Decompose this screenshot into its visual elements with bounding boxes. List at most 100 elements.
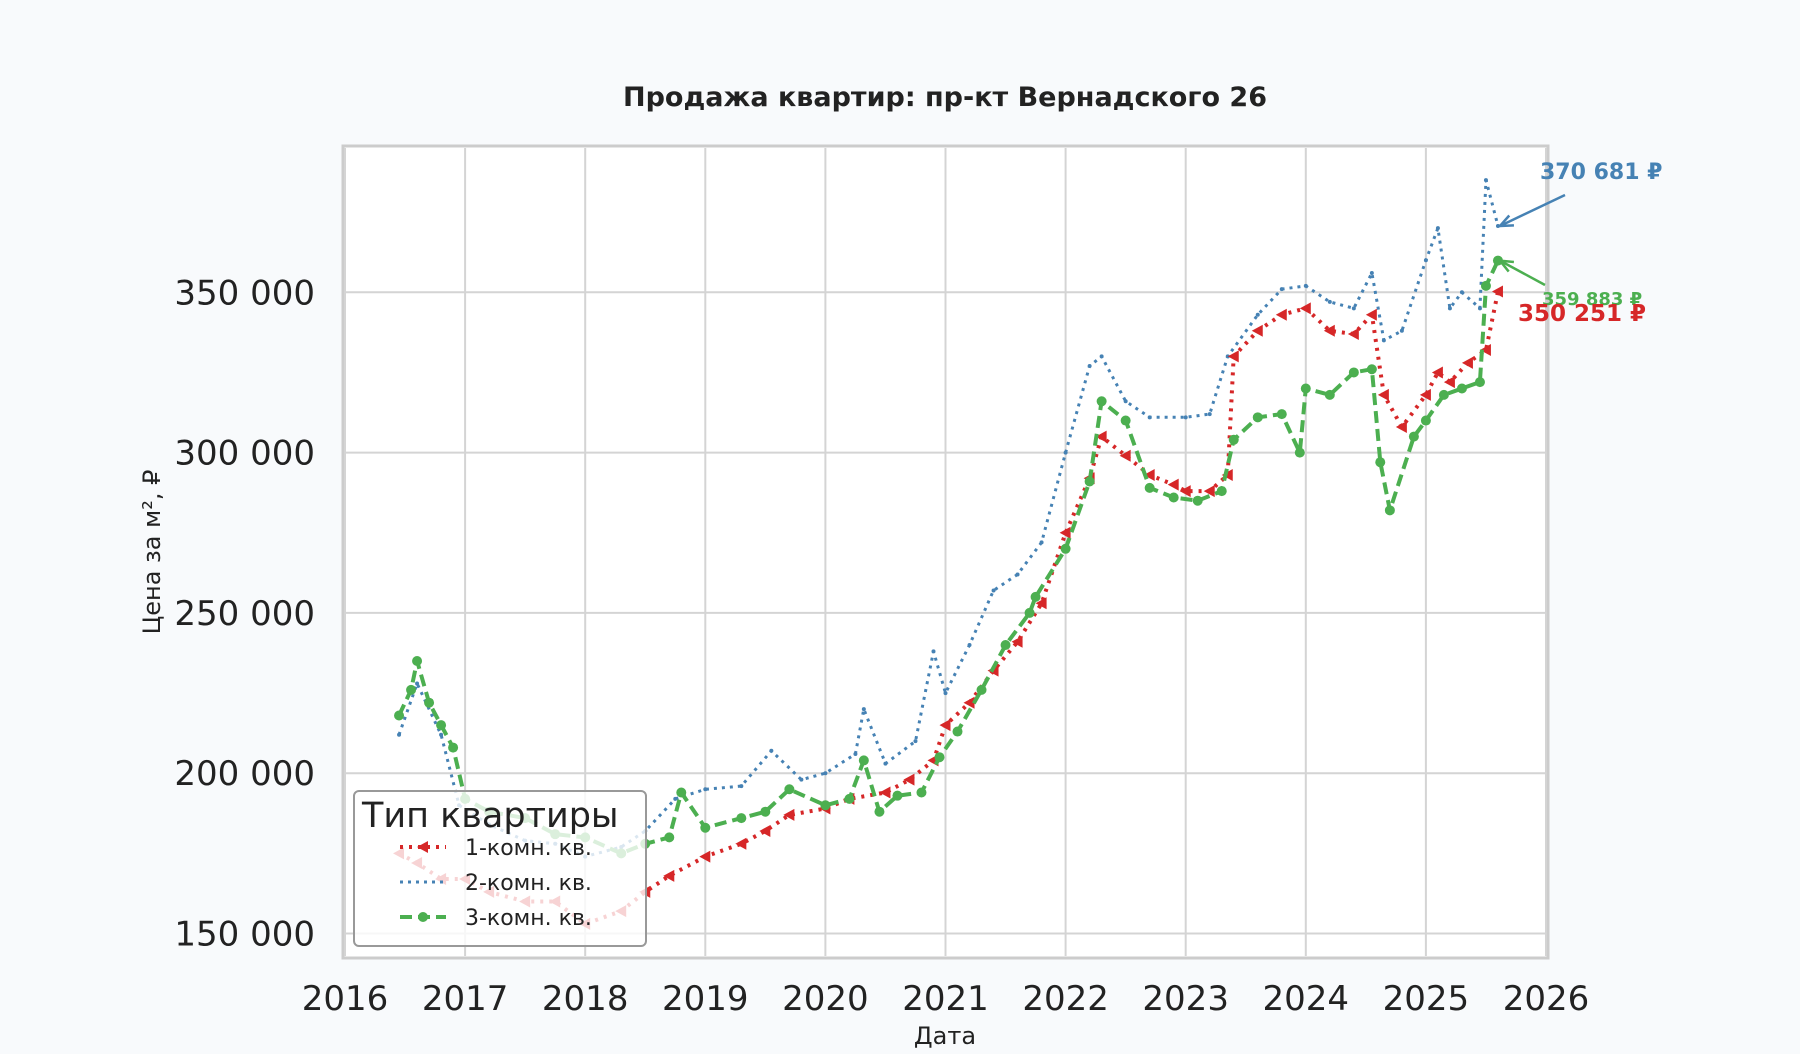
data-point: [1303, 283, 1308, 288]
x-axis: 2016 2017 2018 2019 2020 2021 2022 2023 2024 2025…: [302, 979, 1590, 1019]
data-point: [903, 773, 915, 786]
data-point: [1192, 495, 1203, 506]
y-tick-label: 200 000: [174, 754, 315, 794]
data-point: [1323, 324, 1335, 337]
data-point: [1167, 478, 1179, 491]
data-point: [1381, 338, 1386, 343]
data-point: [1039, 540, 1044, 545]
data-point: [1423, 258, 1428, 263]
x-tick-label: 2026: [1503, 979, 1590, 1019]
data-point: [952, 726, 963, 737]
data-point: [1252, 412, 1263, 423]
y-tick-label: 150 000: [174, 915, 315, 955]
x-axis-label: Дата: [914, 1022, 976, 1050]
data-point: [967, 642, 972, 647]
data-point: [1225, 354, 1230, 359]
data-point: [1327, 299, 1332, 304]
x-tick-label: 2016: [302, 979, 389, 1019]
data-point: [858, 755, 869, 766]
data-point: [1324, 389, 1335, 400]
data-point: [799, 777, 804, 782]
data-point: [853, 752, 858, 756]
data-point: [1491, 285, 1503, 298]
data-point: [1030, 591, 1041, 602]
data-point: [1168, 492, 1179, 503]
data-point: [991, 588, 996, 593]
y-axis-label: Цена за м², ₽: [138, 470, 166, 635]
data-point: [939, 719, 951, 732]
data-point: [736, 813, 747, 824]
data-point: [769, 748, 774, 753]
data-point: [673, 796, 678, 801]
data-point: [1375, 457, 1386, 468]
legend-item: 3-комн. кв.: [400, 906, 592, 931]
data-point: [394, 710, 405, 721]
data-point: [1299, 302, 1311, 315]
data-point: [1419, 388, 1431, 401]
data-point: [1095, 430, 1107, 443]
data-point: [1183, 415, 1188, 420]
data-point: [415, 681, 420, 686]
data-point: [663, 869, 675, 882]
data-point: [883, 761, 888, 766]
data-point: [1443, 376, 1455, 389]
data-point: [1060, 543, 1071, 554]
data-point: [892, 790, 903, 801]
data-point: [943, 691, 948, 696]
legend-item: 2-комн. кв.: [400, 871, 592, 896]
data-point: [664, 832, 675, 843]
data-point: [783, 808, 795, 821]
data-point: [448, 742, 459, 753]
data-point: [931, 649, 936, 654]
data-point: [916, 787, 927, 798]
legend-item: 1-комн. кв.: [400, 836, 592, 861]
legend-box: [353, 790, 647, 947]
data-point: [1279, 287, 1284, 292]
data-point: [1120, 415, 1131, 426]
data-point: [406, 684, 417, 695]
data-point: [735, 837, 747, 850]
x-tick-label: 2025: [1383, 979, 1470, 1019]
data-point: [1063, 450, 1068, 455]
data-point: [1477, 306, 1482, 311]
chart-title: Продажа квартир: пр-кт Вернадского 26: [623, 82, 1267, 113]
data-point: [1275, 308, 1287, 321]
data-point: [1059, 526, 1071, 539]
data-point: [1216, 486, 1227, 497]
x-tick-label: 2023: [1142, 979, 1229, 1019]
data-point: [1456, 383, 1467, 394]
data-point: [1119, 449, 1131, 462]
data-point: [1087, 364, 1092, 369]
annotation-arrow: [1499, 193, 1566, 228]
legend-label: 1-комн. кв.: [465, 836, 592, 861]
data-point: [1366, 364, 1377, 375]
annotation-arrow: [1499, 259, 1546, 287]
data-point: [874, 806, 885, 817]
x-tick-label: 2022: [1022, 979, 1109, 1019]
data-point: [1435, 226, 1440, 231]
annotation-label: 350 251 ₽: [1518, 301, 1646, 327]
data-point: [1447, 306, 1452, 311]
series-layer: [393, 178, 1503, 930]
data-point: [1096, 396, 1107, 407]
data-point: [1459, 290, 1464, 295]
legend-label: 2-комн. кв.: [465, 871, 592, 896]
data-point: [1228, 434, 1239, 445]
legend-title: Тип квартиры: [361, 796, 619, 836]
data-point: [703, 787, 708, 792]
y-axis: 150 000 200 000 250 000 300 000 350 000: [174, 273, 315, 954]
data-point: [844, 793, 855, 804]
data-point: [760, 806, 771, 817]
x-tick-label: 2017: [422, 979, 509, 1019]
data-point: [823, 771, 828, 776]
legend-entries: 1-комн. кв. 2-комн. кв. 3-комн. кв.: [400, 836, 592, 931]
x-tick-label: 2018: [542, 979, 629, 1019]
data-point: [1408, 431, 1419, 442]
x-tick-label: 2020: [782, 979, 869, 1019]
data-point: [861, 707, 866, 712]
annotations-layer: 370 681 ₽ 359 883 ₽350 251 ₽: [1497, 160, 1662, 327]
data-point: [1276, 409, 1287, 420]
data-point: [1227, 350, 1239, 363]
data-point: [784, 784, 795, 795]
